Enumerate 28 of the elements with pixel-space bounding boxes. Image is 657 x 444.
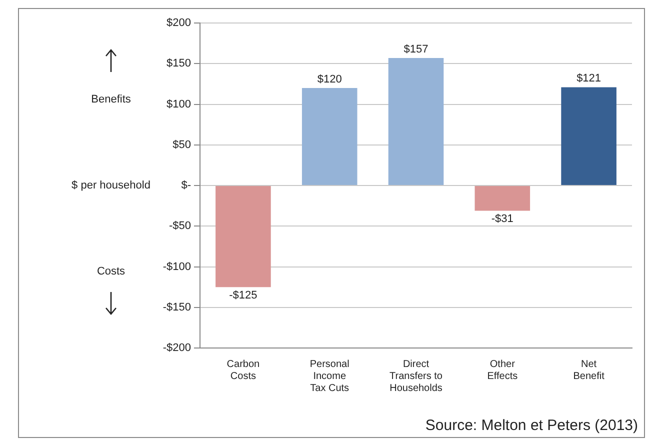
data-label: -$125 (229, 290, 258, 302)
y-tick-label: $150 (166, 58, 191, 70)
data-label: $157 (404, 43, 428, 56)
text: Costs (96, 266, 126, 278)
y-tick-label: $- (181, 180, 192, 192)
bar (388, 58, 444, 185)
x-tick-label: Direct Transfers to Households (390, 358, 443, 394)
y-tick-label: $100 (166, 98, 191, 110)
bar (216, 186, 271, 288)
y-tick-label: -$150 (162, 301, 191, 314)
x-tick-label: Other Effects (487, 358, 518, 382)
text: Benefits (91, 93, 132, 106)
bar (561, 87, 616, 185)
y-tick-label: -$50 (168, 220, 191, 232)
x-tick-label: Carbon Costs (226, 358, 260, 382)
bar (474, 186, 530, 211)
data-label: $121 (576, 72, 602, 85)
x-tick-label: Net Benefit (573, 358, 605, 382)
y-tick-label: $50 (172, 138, 191, 151)
y-tick-label: $200 (166, 17, 191, 30)
y-tick-label: -$100 (162, 260, 191, 273)
y-axis-title: $ per household (72, 180, 150, 192)
bar (302, 88, 358, 185)
data-label: $120 (317, 74, 342, 86)
x-tick-label: Personal Income Tax Cuts (310, 358, 350, 394)
source-note: Source: Melton et Peters (2013) (425, 417, 638, 434)
data-label: -$31 (491, 213, 514, 226)
y-tick-label: -$200 (162, 342, 191, 354)
